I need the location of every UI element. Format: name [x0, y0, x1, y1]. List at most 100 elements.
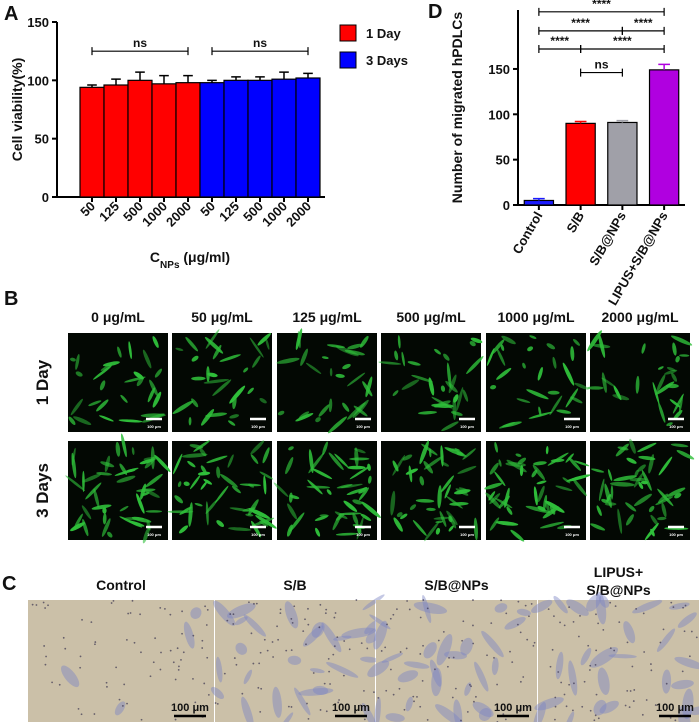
error-bar — [658, 63, 670, 70]
cell — [633, 472, 644, 488]
cell — [65, 475, 86, 492]
cell — [448, 525, 454, 532]
pore — [259, 710, 262, 713]
cell — [143, 488, 160, 498]
cell — [544, 500, 565, 513]
stained-cell — [504, 616, 526, 630]
pore — [416, 695, 418, 698]
panel-letter: C — [2, 573, 16, 595]
cell — [536, 480, 547, 485]
cell — [197, 471, 211, 476]
cell — [358, 487, 369, 501]
pore — [123, 683, 126, 686]
pore — [363, 718, 366, 721]
bar — [607, 121, 638, 206]
cell — [397, 335, 401, 349]
cell — [510, 529, 525, 542]
cell — [128, 341, 132, 359]
pore — [511, 661, 514, 663]
cell — [572, 338, 581, 346]
pore — [293, 605, 296, 608]
bar — [79, 86, 105, 198]
cell — [440, 385, 446, 392]
pore — [593, 719, 596, 722]
pore — [399, 651, 402, 653]
pore — [159, 668, 162, 671]
cell — [666, 487, 686, 497]
stained-cell — [623, 621, 636, 644]
cell — [347, 343, 363, 350]
cell — [276, 357, 300, 364]
pore — [43, 645, 46, 647]
pore — [334, 612, 337, 614]
y-axis-label: Cell viability(%) — [9, 58, 25, 161]
cell — [194, 502, 203, 507]
cell — [415, 499, 435, 503]
pore — [688, 655, 691, 658]
cell — [250, 454, 259, 464]
pore — [650, 663, 652, 665]
stained-cell — [595, 592, 607, 625]
cell — [526, 389, 549, 400]
pore — [568, 606, 571, 609]
cell — [231, 485, 241, 494]
error-bar — [183, 74, 193, 83]
pore — [683, 630, 686, 633]
pore — [333, 616, 336, 619]
pore — [595, 693, 598, 696]
pore — [206, 656, 209, 659]
pore — [205, 624, 208, 626]
y-tick-label: 100 — [488, 107, 510, 122]
cell — [334, 453, 349, 468]
pore — [255, 602, 258, 605]
cell — [205, 499, 218, 514]
cell — [470, 337, 483, 344]
pore — [641, 713, 644, 716]
pore — [442, 630, 445, 633]
cell — [650, 514, 659, 526]
pore — [106, 685, 108, 688]
pore — [272, 656, 275, 658]
cell — [457, 465, 477, 474]
x-tick-label: S/B@NPs — [586, 209, 629, 268]
cell — [352, 513, 359, 526]
pore — [287, 705, 290, 708]
cell — [440, 475, 455, 493]
cell — [289, 512, 305, 532]
pore — [490, 622, 493, 625]
cell — [500, 344, 505, 351]
cell — [216, 520, 225, 527]
cell — [353, 448, 366, 454]
cell — [596, 505, 602, 517]
pore — [176, 647, 179, 650]
cell — [400, 513, 408, 520]
significance-bracket — [538, 7, 665, 16]
pore — [460, 719, 462, 722]
pore — [164, 607, 166, 610]
cell — [259, 471, 274, 480]
cell — [175, 347, 184, 351]
cell — [638, 481, 644, 489]
stained-cell — [405, 696, 413, 712]
pore — [581, 705, 584, 708]
cell — [81, 505, 92, 520]
pore — [554, 718, 556, 721]
cell — [637, 442, 657, 453]
pore — [684, 604, 687, 607]
cell — [405, 468, 419, 475]
cell — [336, 484, 353, 489]
panel-letter: A — [4, 3, 18, 25]
pore — [304, 618, 306, 621]
stained-cell — [553, 595, 568, 614]
cell — [547, 390, 560, 395]
stained-cell — [373, 620, 388, 650]
cell — [154, 454, 171, 473]
pore — [665, 682, 668, 685]
cell — [179, 506, 192, 515]
pore — [169, 613, 172, 616]
cell — [102, 507, 107, 514]
cell — [590, 523, 606, 531]
cell — [529, 335, 537, 339]
scale-bar-label: 100 μm — [356, 532, 370, 537]
pore — [64, 647, 67, 650]
